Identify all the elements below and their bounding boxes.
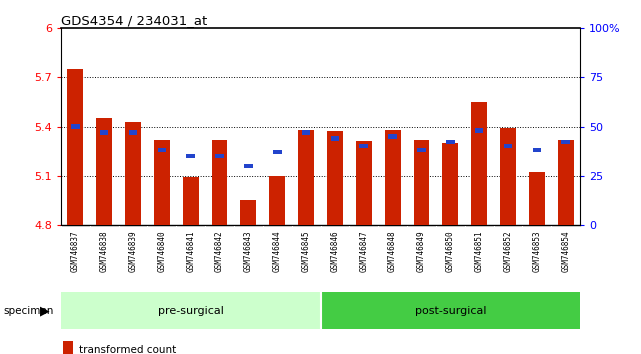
Bar xyxy=(158,148,166,152)
Text: GSM746844: GSM746844 xyxy=(272,230,282,272)
Text: GSM746841: GSM746841 xyxy=(186,230,196,272)
Bar xyxy=(269,176,285,225)
Bar xyxy=(183,177,199,225)
Bar xyxy=(529,172,545,225)
Bar xyxy=(417,148,426,152)
Bar xyxy=(63,341,73,354)
Text: GSM746842: GSM746842 xyxy=(215,230,224,272)
Bar xyxy=(96,118,112,225)
Bar xyxy=(129,130,137,135)
Text: GSM746853: GSM746853 xyxy=(532,230,542,272)
Bar xyxy=(240,200,256,225)
Bar xyxy=(298,130,314,225)
Text: GSM746847: GSM746847 xyxy=(359,230,369,272)
Text: GDS4354 / 234031_at: GDS4354 / 234031_at xyxy=(61,14,207,27)
Bar xyxy=(187,154,195,158)
Text: GSM746843: GSM746843 xyxy=(244,230,253,272)
Text: GSM746838: GSM746838 xyxy=(99,230,109,272)
Text: GSM746839: GSM746839 xyxy=(128,230,138,272)
Bar xyxy=(302,130,310,135)
Text: pre-surgical: pre-surgical xyxy=(158,306,224,316)
Bar xyxy=(558,139,574,225)
Bar xyxy=(504,144,512,148)
Bar xyxy=(100,130,108,135)
Bar xyxy=(327,131,343,225)
Text: GSM746845: GSM746845 xyxy=(301,230,311,272)
Bar xyxy=(71,124,79,129)
Bar xyxy=(385,130,401,225)
Bar xyxy=(331,136,339,141)
Text: specimen: specimen xyxy=(3,306,54,316)
Text: post-surgical: post-surgical xyxy=(415,306,486,316)
Bar xyxy=(471,102,487,225)
Bar xyxy=(125,122,141,225)
Bar xyxy=(360,144,368,148)
Text: GSM746850: GSM746850 xyxy=(445,230,455,272)
Text: GSM746848: GSM746848 xyxy=(388,230,397,272)
Bar xyxy=(500,128,516,225)
Bar xyxy=(475,128,483,133)
Text: ▶: ▶ xyxy=(40,304,50,317)
Bar xyxy=(67,69,83,225)
Text: GSM746840: GSM746840 xyxy=(157,230,167,272)
Bar xyxy=(356,141,372,225)
Bar xyxy=(533,148,541,152)
Bar xyxy=(388,134,397,138)
Text: GSM746852: GSM746852 xyxy=(503,230,513,272)
Bar xyxy=(320,292,580,329)
Bar xyxy=(562,140,570,144)
Bar xyxy=(244,164,253,168)
Bar xyxy=(212,139,228,225)
Text: GSM746854: GSM746854 xyxy=(561,230,570,272)
Text: GSM746837: GSM746837 xyxy=(71,230,80,272)
Text: GSM746849: GSM746849 xyxy=(417,230,426,272)
Text: GSM746846: GSM746846 xyxy=(330,230,340,272)
Bar xyxy=(273,150,281,154)
Bar xyxy=(413,139,429,225)
Text: transformed count: transformed count xyxy=(79,344,176,354)
Bar xyxy=(215,154,224,158)
Bar xyxy=(154,139,170,225)
Bar xyxy=(442,143,458,225)
Text: GSM746851: GSM746851 xyxy=(474,230,484,272)
Bar xyxy=(446,140,454,144)
Bar xyxy=(61,292,320,329)
